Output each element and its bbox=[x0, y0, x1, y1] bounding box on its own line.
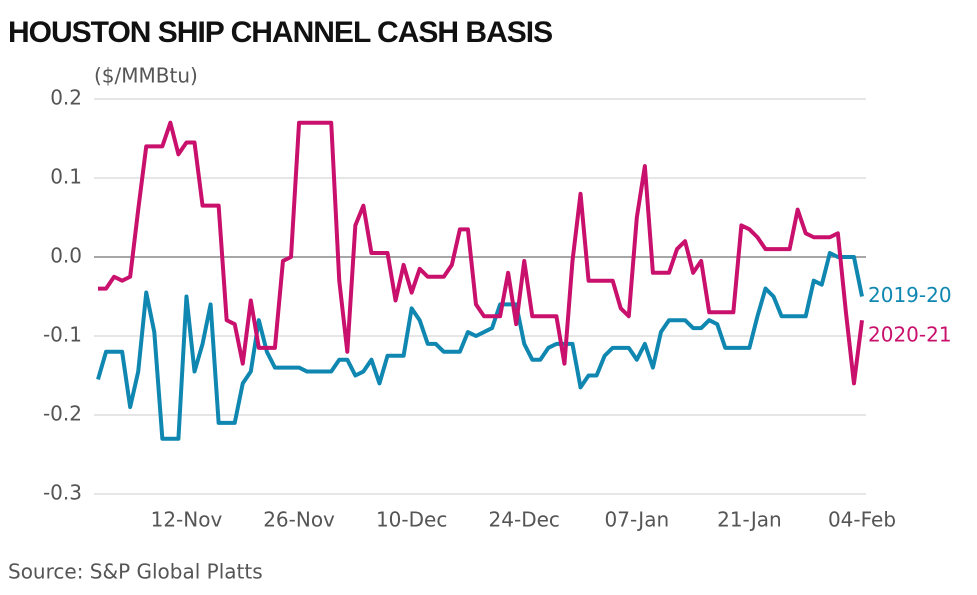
y-tick-label: 0.2 bbox=[50, 86, 82, 110]
x-tick-label: 10-Dec bbox=[376, 508, 447, 532]
y-tick-label: -0.3 bbox=[43, 481, 82, 505]
source-note: Source: S&P Global Platts bbox=[8, 560, 263, 584]
y-tick-label: 0.1 bbox=[50, 165, 82, 189]
y-tick-label: 0.0 bbox=[50, 244, 82, 268]
y-axis-label: ($/MMBtu) bbox=[94, 64, 198, 88]
series-line bbox=[98, 120, 864, 386]
series-line bbox=[96, 251, 864, 441]
x-tick-label: 21-Jan bbox=[717, 508, 782, 532]
x-tick-label: 12-Nov bbox=[151, 508, 223, 532]
legend-label: 2019-20 bbox=[868, 283, 952, 307]
y-tick-label: -0.2 bbox=[43, 402, 82, 426]
legend-label: 2020-21 bbox=[868, 323, 952, 347]
x-tick-label: 24-Dec bbox=[489, 508, 560, 532]
y-tick-label: -0.1 bbox=[43, 323, 82, 347]
x-tick-label: 04-Feb bbox=[828, 508, 896, 532]
x-tick-label: 07-Jan bbox=[605, 508, 670, 532]
x-tick-label: 26-Nov bbox=[263, 508, 335, 532]
chart-title: HOUSTON SHIP CHANNEL CASH BASIS bbox=[8, 16, 552, 49]
